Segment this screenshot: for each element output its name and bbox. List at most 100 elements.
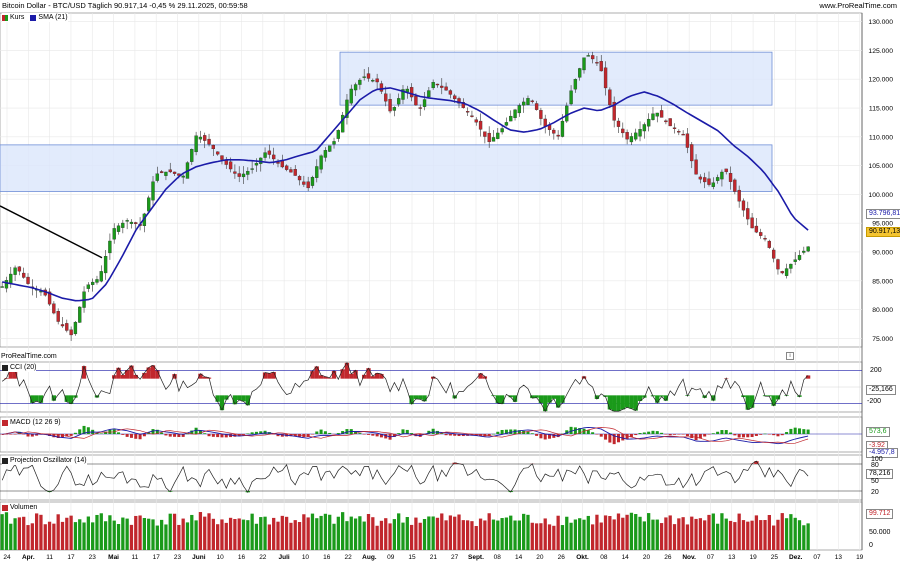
volume-bar <box>224 522 228 550</box>
volume-bar <box>474 525 478 550</box>
volume-bar <box>341 512 345 550</box>
volume-bar <box>0 514 4 550</box>
site-url[interactable]: www.ProRealTime.com <box>819 1 897 10</box>
volume-bar <box>677 518 681 550</box>
volume-bar <box>487 513 491 550</box>
volume-bar <box>698 518 703 550</box>
candle-body <box>478 120 483 130</box>
candle-body <box>353 84 358 91</box>
x-tick-label: 15 <box>408 554 416 561</box>
x-tick-label: Aug. <box>362 554 377 561</box>
legend-macd: MACD (12 26 9) <box>2 418 61 427</box>
macd-bar <box>763 433 767 435</box>
volume-bar <box>504 517 509 550</box>
volume-bar <box>280 515 284 550</box>
x-tick-label: Sept. <box>468 554 484 561</box>
cci-line <box>1 362 809 412</box>
volume-bar <box>754 515 759 550</box>
candle-body <box>328 145 332 152</box>
candle-body <box>310 177 315 186</box>
volume-bar <box>513 520 517 550</box>
candle-body <box>771 249 776 259</box>
candle-body <box>151 181 155 201</box>
macd-bar <box>220 434 224 438</box>
macd-bar <box>552 434 556 438</box>
x-tick-label: 14 <box>622 554 630 561</box>
volume-bar <box>401 522 405 550</box>
volume-bar <box>539 523 543 550</box>
macd-bar <box>793 427 797 434</box>
cci-fill <box>30 395 35 403</box>
x-tick-label: 14 <box>515 554 523 561</box>
volume-bar <box>159 519 164 550</box>
volume-bar <box>26 525 30 550</box>
info-icon[interactable]: i <box>786 352 794 360</box>
volume-bar <box>431 516 435 550</box>
volume-bar <box>392 519 397 550</box>
macd-bar <box>448 434 452 436</box>
macd-bar <box>121 434 125 435</box>
candle-body <box>694 159 698 175</box>
watermark: ProRealTime.com <box>1 352 57 361</box>
candle-body <box>435 83 440 86</box>
candle-body <box>698 176 703 180</box>
macd-bar <box>616 434 620 443</box>
candle-body <box>780 271 784 274</box>
candle-body <box>121 222 125 228</box>
macd-bar <box>336 433 340 434</box>
candle-body <box>112 228 116 240</box>
volume-bar <box>741 520 746 550</box>
volume-bar <box>65 517 69 550</box>
cci-fill <box>133 374 138 379</box>
candle-body <box>116 225 121 232</box>
macd-bar <box>272 434 276 435</box>
macd-bar <box>457 434 461 437</box>
volume-bar <box>659 523 664 550</box>
cci-fill <box>202 376 207 379</box>
volume-bar <box>681 517 685 550</box>
macd-bar <box>703 434 707 437</box>
volume-bar <box>690 516 694 550</box>
volume-bar <box>259 517 263 550</box>
cci-fill <box>344 362 350 379</box>
volume-bar <box>612 519 616 550</box>
macd-bar <box>405 429 409 434</box>
candle-body <box>586 55 590 57</box>
x-tick-label: 22 <box>344 554 352 561</box>
candle-body <box>129 221 134 224</box>
volume-bar <box>134 515 138 550</box>
volume-value: 99.712 <box>866 509 894 519</box>
candle-body <box>371 80 375 82</box>
candle-body <box>539 110 543 119</box>
macd-bar <box>250 432 254 434</box>
cci-label: CCI (20) <box>10 364 37 371</box>
macd-bar <box>612 434 616 445</box>
candle-body <box>181 175 185 178</box>
candle-body <box>349 88 353 104</box>
macd-bar <box>548 434 552 439</box>
candle-body <box>397 98 401 105</box>
candle-body <box>556 134 560 137</box>
candle-body <box>638 129 642 137</box>
volume-bar <box>388 523 392 550</box>
cci-fill <box>142 372 147 379</box>
macd-bar <box>254 431 258 434</box>
macd-bar <box>366 434 371 435</box>
candle-body <box>431 82 435 89</box>
cci-fill <box>663 395 669 401</box>
volume-bar <box>711 513 715 550</box>
macd-bar <box>138 434 142 440</box>
macd-bar <box>491 433 496 435</box>
candle-body <box>233 171 237 174</box>
volume-bar <box>496 520 500 550</box>
macd-bar <box>392 434 396 437</box>
cci-fill <box>659 395 664 397</box>
candle-body <box>159 171 164 174</box>
cci-fill <box>310 371 315 379</box>
macd-bar <box>772 434 776 436</box>
volume-bar <box>384 518 388 550</box>
volume-bar <box>56 514 60 550</box>
volume-bar <box>629 512 634 550</box>
macd-bar <box>535 434 539 436</box>
candle-body <box>319 155 323 170</box>
